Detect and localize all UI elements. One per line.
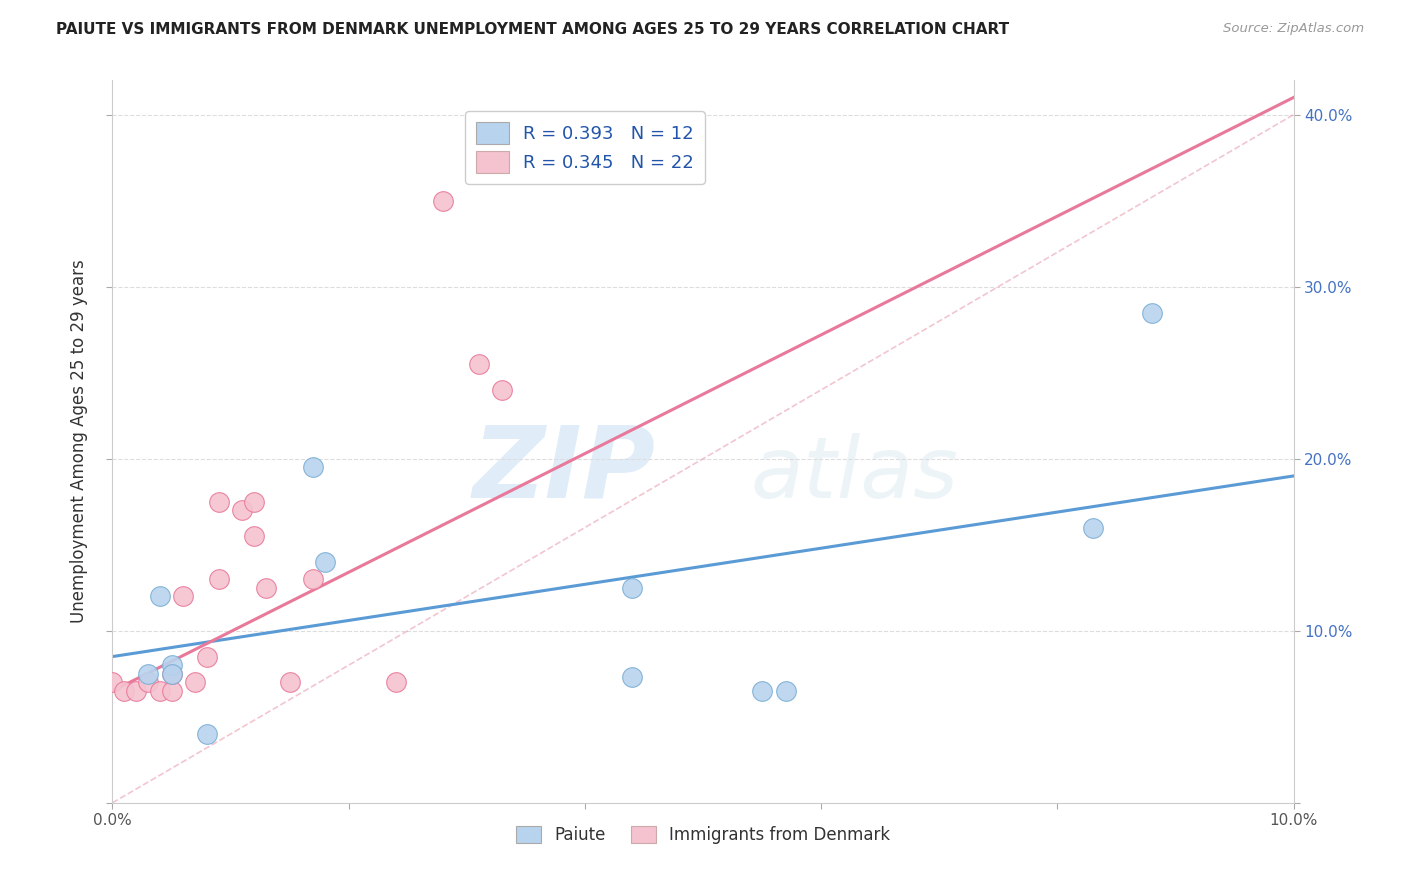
Point <box>184 675 207 690</box>
Text: PAIUTE VS IMMIGRANTS FROM DENMARK UNEMPLOYMENT AMONG AGES 25 TO 29 YEARS CORRELA: PAIUTE VS IMMIGRANTS FROM DENMARK UNEMPL… <box>56 22 1010 37</box>
Point <box>195 649 218 664</box>
Point <box>112 684 135 698</box>
Point <box>231 503 253 517</box>
Point <box>621 581 644 595</box>
Point <box>302 572 325 586</box>
Point <box>432 194 454 208</box>
Point <box>254 581 277 595</box>
Point <box>149 590 172 604</box>
Point <box>208 494 231 508</box>
Point <box>775 684 797 698</box>
Point <box>136 666 159 681</box>
Point <box>136 675 159 690</box>
Point <box>243 494 266 508</box>
Legend: Paiute, Immigrants from Denmark: Paiute, Immigrants from Denmark <box>508 817 898 852</box>
Point <box>208 572 231 586</box>
Point <box>385 675 408 690</box>
Point <box>149 684 172 698</box>
Point <box>467 357 489 371</box>
Point <box>160 684 183 698</box>
Point <box>1081 520 1104 534</box>
Point <box>278 675 301 690</box>
Text: ZIP: ZIP <box>472 422 655 519</box>
Point <box>125 684 148 698</box>
Point <box>160 666 183 681</box>
Y-axis label: Unemployment Among Ages 25 to 29 years: Unemployment Among Ages 25 to 29 years <box>70 260 89 624</box>
Point <box>160 658 183 673</box>
Point <box>243 529 266 543</box>
Point <box>751 684 773 698</box>
Point <box>172 590 194 604</box>
Point <box>1140 305 1163 319</box>
Point <box>302 460 325 475</box>
Point <box>160 666 183 681</box>
Text: atlas: atlas <box>751 433 959 516</box>
Point <box>314 555 336 569</box>
Point <box>491 383 513 397</box>
Text: Source: ZipAtlas.com: Source: ZipAtlas.com <box>1223 22 1364 36</box>
Point <box>195 727 218 741</box>
Point <box>621 670 644 684</box>
Point <box>101 675 124 690</box>
